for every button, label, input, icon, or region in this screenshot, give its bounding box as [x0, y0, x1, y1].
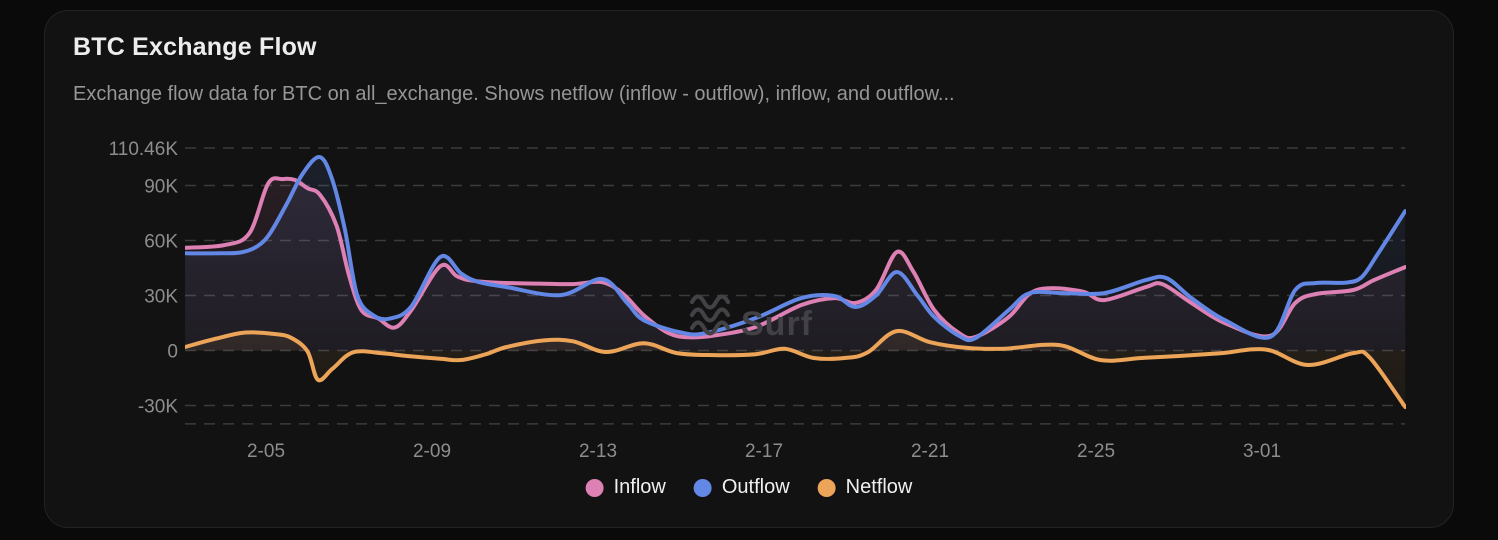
legend-label-inflow: Inflow — [613, 476, 666, 498]
page-subtitle: Exchange flow data for BTC on all_exchan… — [73, 83, 955, 105]
legend-item-inflow[interactable]: Inflow — [585, 476, 666, 499]
inflow-dot-icon — [585, 478, 604, 497]
page-title: BTC Exchange Flow — [73, 33, 317, 61]
legend-item-netflow[interactable]: Netflow — [817, 476, 913, 499]
outflow-dot-icon — [693, 478, 712, 497]
netflow-dot-icon — [817, 478, 836, 497]
legend-item-outflow[interactable]: Outflow — [693, 476, 790, 499]
legend-label-netflow: Netflow — [845, 476, 913, 498]
legend-label-outflow: Outflow — [721, 476, 790, 498]
chart-legend: Inflow Outflow Netflow — [585, 476, 913, 499]
chart-plot-area[interactable] — [185, 136, 1405, 425]
